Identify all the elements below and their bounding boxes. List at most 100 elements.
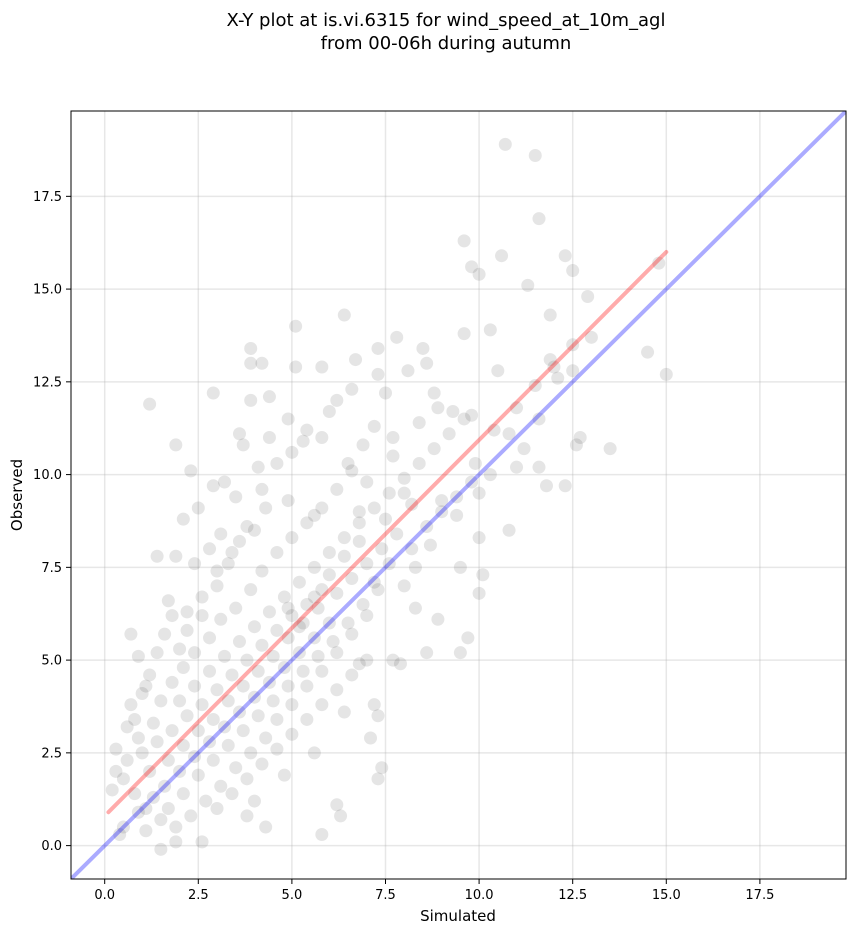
scatter-point xyxy=(150,549,164,563)
scatter-point xyxy=(277,768,291,782)
plot-frame xyxy=(70,110,847,880)
scatter-point xyxy=(427,386,441,400)
scatter-point xyxy=(510,460,524,474)
scatter-point xyxy=(532,460,546,474)
reference-lines xyxy=(71,111,846,879)
scatter-point xyxy=(188,646,202,660)
scatter-point xyxy=(225,668,239,682)
scatter-point xyxy=(442,427,456,441)
scatter-point xyxy=(491,364,505,378)
scatter-point xyxy=(558,249,572,263)
scatter-point xyxy=(203,664,217,678)
chart-title-line-1: X-Y plot at is.vi.6315 for wind_speed_at… xyxy=(227,10,666,31)
scatter-point xyxy=(483,468,497,482)
scatter-point xyxy=(128,712,142,726)
scatter-point xyxy=(405,497,419,511)
scatter-point xyxy=(262,430,276,444)
scatter-point xyxy=(281,679,295,693)
scatter-point xyxy=(173,694,187,708)
scatter-point xyxy=(386,430,400,444)
scatter-point xyxy=(285,698,299,712)
scatter-point xyxy=(345,668,359,682)
scatter-point xyxy=(255,564,269,578)
scatter-point xyxy=(498,137,512,151)
scatter-point xyxy=(143,668,157,682)
scatter-point xyxy=(109,742,123,756)
scatter-point xyxy=(221,738,235,752)
scatter-point xyxy=(322,405,336,419)
scatter-point xyxy=(289,319,303,333)
scatter-point xyxy=(296,616,310,630)
scatter-point xyxy=(420,520,434,534)
scatter-point xyxy=(206,386,220,400)
scatter-point xyxy=(206,712,220,726)
scatter-point xyxy=(180,623,194,637)
scatter-point xyxy=(221,694,235,708)
scatter-point xyxy=(240,520,254,534)
y-tick-label: 0.0 xyxy=(41,839,62,854)
scatter-point xyxy=(139,824,153,838)
scatter-point xyxy=(173,642,187,656)
scatter-point xyxy=(431,612,445,626)
grid-lines xyxy=(71,111,846,879)
scatter-point xyxy=(322,546,336,560)
scatter-point xyxy=(266,694,280,708)
scatter-point xyxy=(247,620,261,634)
scatter-point xyxy=(210,564,224,578)
x-axis-label: Simulated xyxy=(420,907,496,925)
scatter-point xyxy=(307,590,321,604)
scatter-point xyxy=(360,609,374,623)
scatter-point xyxy=(472,586,486,600)
scatter-point xyxy=(285,531,299,545)
scatter-point xyxy=(420,646,434,660)
scatter-point xyxy=(113,827,127,841)
scatter-point xyxy=(285,727,299,741)
y-tick-label: 7.5 xyxy=(41,561,62,576)
scatter-point xyxy=(367,501,381,515)
scatter-point xyxy=(345,627,359,641)
scatter-point xyxy=(423,538,437,552)
scatter-point xyxy=(229,601,243,615)
scatter-point xyxy=(341,616,355,630)
scatter-point xyxy=(195,609,209,623)
scatter-point xyxy=(262,675,276,689)
scatter-point xyxy=(307,508,321,522)
scatter-point xyxy=(352,505,366,519)
scatter-point xyxy=(244,583,258,597)
scatter-point xyxy=(453,560,467,574)
scatter-point xyxy=(184,809,198,823)
scatter-point xyxy=(337,308,351,322)
scatter-point xyxy=(375,761,389,775)
scatter-point xyxy=(214,612,228,626)
scatter-point xyxy=(483,323,497,337)
scatter-point xyxy=(311,649,325,663)
scatter-point xyxy=(450,508,464,522)
scatter-point xyxy=(176,512,190,526)
scatter-point xyxy=(296,434,310,448)
scatter-point xyxy=(143,764,157,778)
y-axis-label: Observed xyxy=(8,459,26,531)
scatter-point xyxy=(566,264,580,278)
scatter-point xyxy=(412,416,426,430)
scatter-point xyxy=(270,546,284,560)
scatter-point xyxy=(135,686,149,700)
scatter-point xyxy=(315,583,329,597)
scatter-point xyxy=(214,779,228,793)
scatter-point xyxy=(405,542,419,556)
scatter-point xyxy=(206,479,220,493)
scatter-point xyxy=(510,401,524,415)
scatter-point xyxy=(120,753,134,767)
scatter-point xyxy=(300,597,314,611)
scatter-point xyxy=(206,753,220,767)
scatter-point xyxy=(300,679,314,693)
scatter-point xyxy=(401,364,415,378)
scatter-point xyxy=(218,720,232,734)
scatter-point xyxy=(603,442,617,456)
scatter-point xyxy=(244,356,258,370)
scatter-point xyxy=(203,735,217,749)
x-tick-label: 17.5 xyxy=(745,888,774,903)
y-tick-label: 5.0 xyxy=(41,654,62,669)
scatter-point xyxy=(352,534,366,548)
scatter-point xyxy=(259,731,273,745)
